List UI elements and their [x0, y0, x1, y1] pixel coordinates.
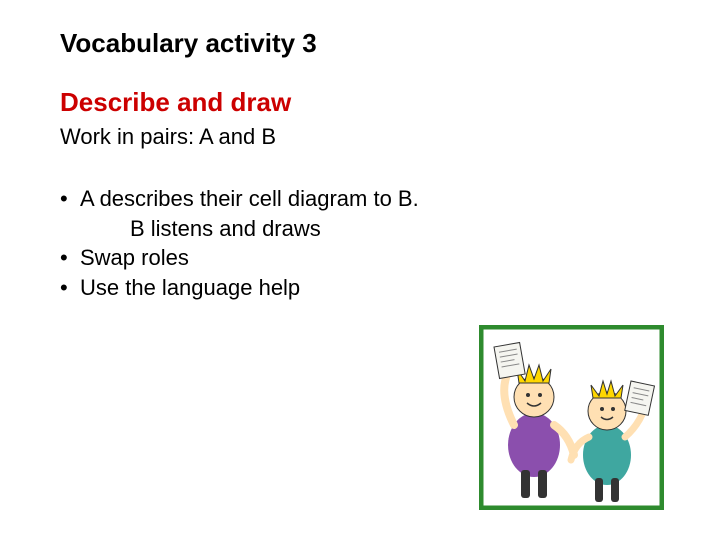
bullet-item: Use the language help: [60, 273, 660, 303]
slide-subtitle: Describe and draw: [60, 87, 660, 118]
instruction-text: Work in pairs: A and B: [60, 124, 660, 150]
bullet-item: Swap roles: [60, 243, 660, 273]
kids-clipart-icon: [479, 325, 664, 510]
bullet-list: Swap roles Use the language help: [60, 243, 660, 302]
bullet-list: A describes their cell diagram to B.: [60, 184, 660, 214]
bullet-subline: B listens and draws: [60, 214, 660, 244]
bullet-item: A describes their cell diagram to B.: [60, 184, 660, 214]
slide-title: Vocabulary activity 3: [60, 28, 660, 59]
slide-content: Vocabulary activity 3 Describe and draw …: [0, 0, 720, 303]
